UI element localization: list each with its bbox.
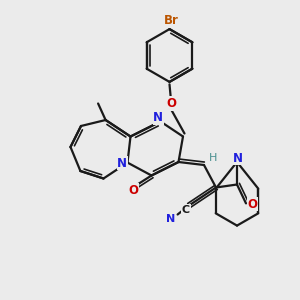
Text: H: H xyxy=(209,153,217,164)
Text: O: O xyxy=(248,197,258,211)
Text: N: N xyxy=(232,152,243,165)
Text: N: N xyxy=(153,111,163,124)
Text: O: O xyxy=(128,184,138,197)
Text: N: N xyxy=(167,214,176,224)
Text: Br: Br xyxy=(164,14,178,27)
Text: C: C xyxy=(182,205,190,215)
Text: N: N xyxy=(117,157,127,170)
Text: O: O xyxy=(166,97,176,110)
